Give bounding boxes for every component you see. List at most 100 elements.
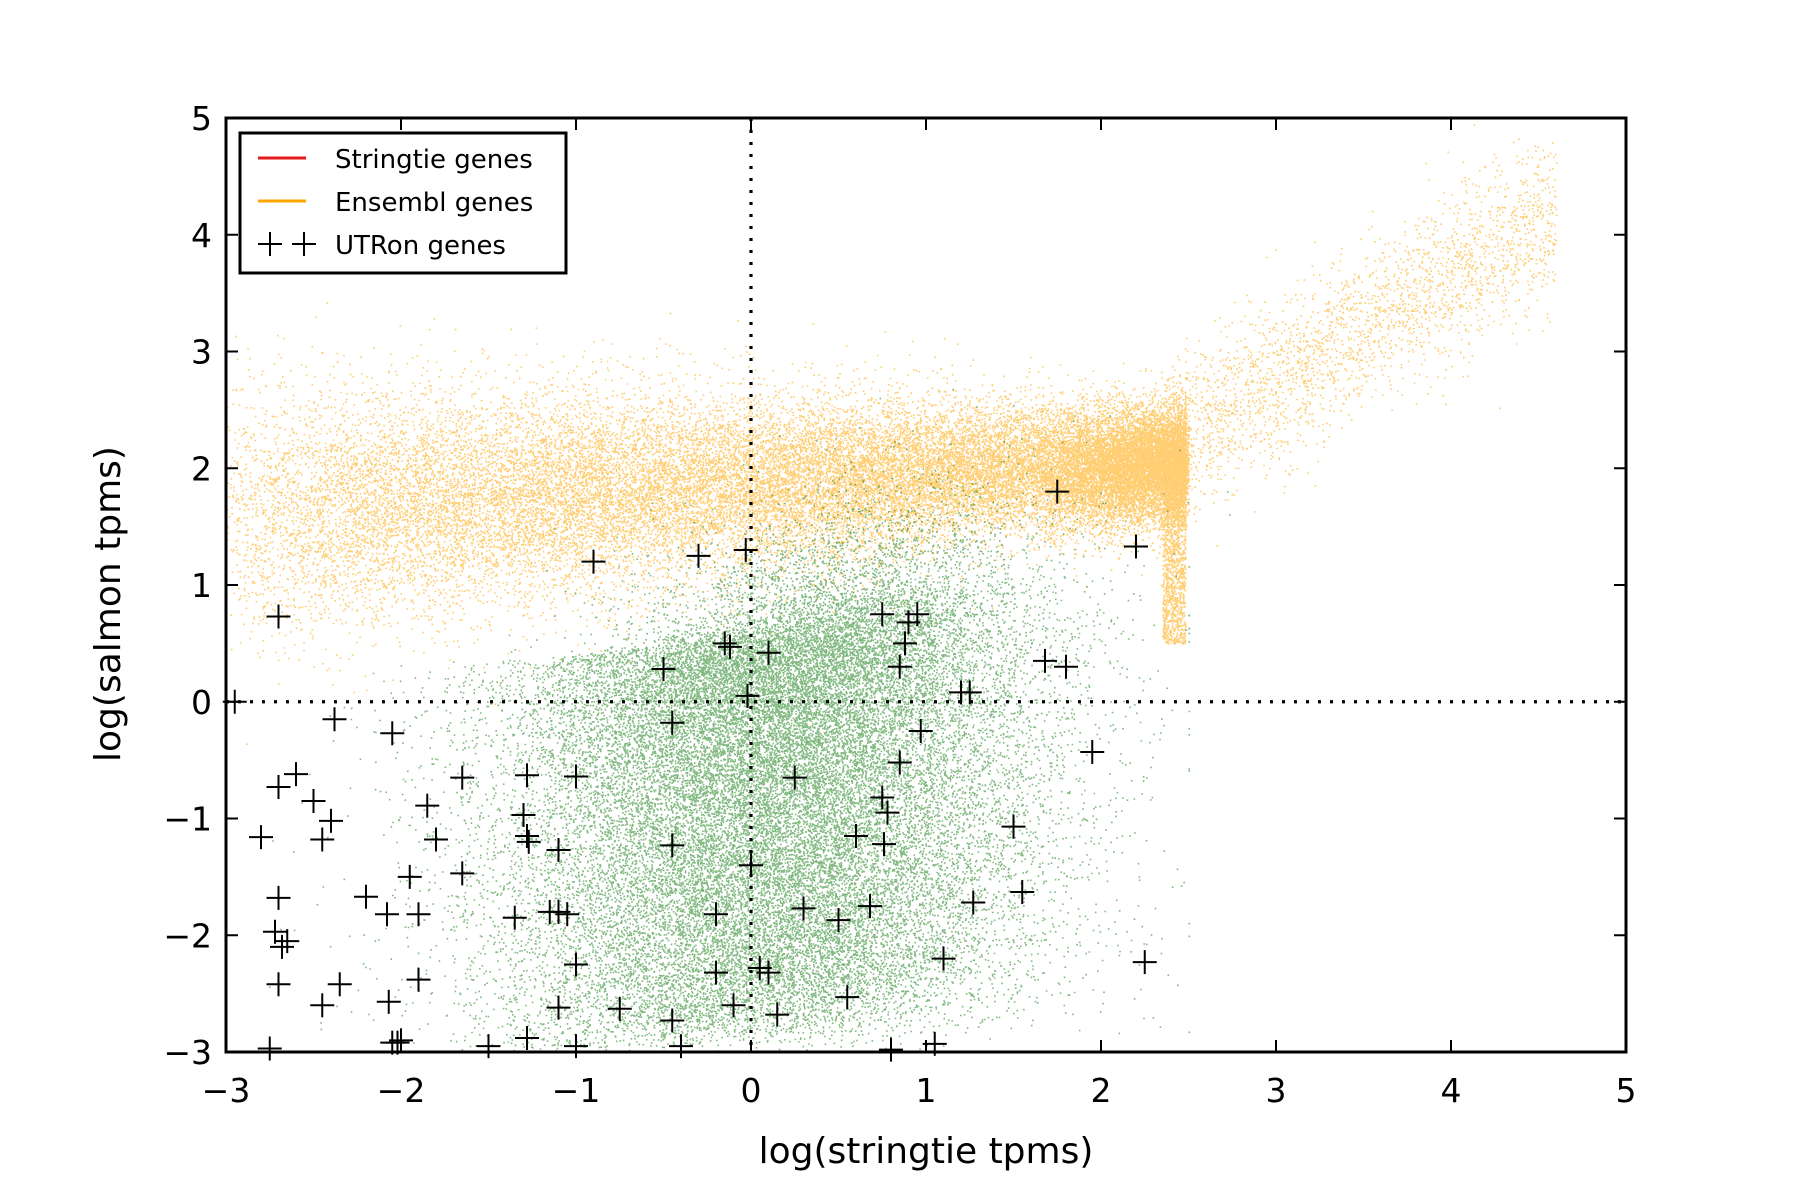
legend-box — [238, 131, 568, 275]
utron-point — [887, 750, 912, 775]
utron-point — [266, 885, 291, 910]
utron-point — [266, 774, 291, 799]
x-axis-label: log(stringtie tpms) — [759, 1131, 1094, 1172]
legend-utron-swatch — [258, 232, 316, 256]
utron-point — [516, 829, 541, 854]
utron-point — [651, 657, 676, 682]
utron-point — [896, 610, 921, 635]
utron-point — [546, 838, 571, 863]
utron-point — [380, 721, 405, 746]
utron-point — [406, 902, 431, 927]
utron-point — [660, 1008, 685, 1033]
utron-point — [310, 827, 335, 852]
utron-point — [1132, 950, 1157, 975]
utron-point — [893, 631, 917, 656]
ensembl-gene-points — [226, 124, 1558, 746]
y-tick-label: 1 — [191, 566, 212, 605]
utron-point — [284, 762, 308, 787]
utron-point — [826, 908, 851, 933]
utron-point — [546, 995, 571, 1020]
utron-point — [875, 800, 900, 825]
utron-point — [844, 824, 868, 849]
utron-point — [263, 919, 287, 944]
utron-point — [275, 929, 300, 954]
x-tick-label: 0 — [741, 1071, 762, 1110]
utron-point — [1080, 739, 1105, 764]
utron-point — [564, 764, 588, 789]
utron-point — [756, 960, 781, 985]
utron-point — [607, 996, 632, 1021]
utron-point — [704, 960, 728, 985]
utron-point — [765, 1002, 790, 1027]
y-tick-label: −2 — [163, 916, 212, 955]
y-tick-label: 2 — [191, 449, 212, 488]
x-tick-label: −2 — [377, 1071, 426, 1110]
utron-point — [555, 902, 580, 927]
legend-utron-label: UTRon genes — [335, 231, 506, 261]
x-tick-label: 4 — [1441, 1071, 1462, 1110]
utron-point — [931, 946, 956, 971]
utron-point — [718, 634, 742, 659]
reference-lines — [226, 118, 1626, 1052]
utron-point — [270, 934, 294, 959]
utron-point — [1010, 880, 1035, 905]
utron-point — [249, 825, 273, 850]
utron-point — [870, 602, 895, 627]
utron-point — [424, 827, 448, 852]
utron-point — [733, 537, 758, 562]
utron-point — [1001, 814, 1026, 839]
utron-point — [376, 989, 401, 1014]
utron-point — [721, 993, 746, 1018]
utron-point — [712, 631, 737, 656]
utron-point — [1033, 648, 1057, 673]
axes — [224, 116, 1628, 1054]
utron-markers — [222, 479, 1157, 1062]
y-tick-label: −1 — [163, 800, 212, 839]
utron-point — [872, 832, 896, 857]
utron-point — [756, 640, 781, 665]
x-tick-label: 3 — [1266, 1071, 1287, 1110]
utron-point — [476, 1034, 501, 1059]
y-tick-label: −3 — [163, 1033, 212, 1072]
utron-point — [870, 785, 895, 810]
utron-point — [704, 902, 728, 927]
x-tick-label: −1 — [552, 1071, 601, 1110]
utron-point — [1124, 534, 1148, 559]
y-axis-label: log(salmon tpms) — [88, 446, 129, 762]
legend-ensembl-label: Ensembl genes — [335, 188, 533, 218]
utron-point — [257, 1036, 282, 1061]
utron-point — [669, 1034, 693, 1059]
utron-point — [739, 853, 763, 878]
utron-point — [581, 549, 606, 574]
utron-point — [322, 707, 347, 732]
utron-point — [310, 993, 335, 1018]
x-tick-label: 5 — [1616, 1071, 1637, 1110]
utron-point — [660, 833, 685, 858]
utron-point — [266, 604, 291, 629]
y-tick-label: 3 — [191, 333, 212, 372]
x-tick-label: 1 — [916, 1071, 937, 1110]
utron-point — [908, 718, 933, 743]
utron-point — [782, 765, 807, 790]
utron-point — [961, 890, 986, 915]
utron-point — [406, 967, 431, 992]
legend: Stringtie genes Ensembl genes UTRon gene… — [238, 131, 568, 275]
utron-point — [502, 905, 527, 930]
utron-point — [879, 1037, 903, 1062]
utron-point — [375, 902, 399, 927]
utron-point — [791, 896, 816, 921]
x-tick-label: 2 — [1091, 1071, 1112, 1110]
y-tick-label: 0 — [191, 683, 212, 722]
utron-point — [957, 680, 982, 705]
legend-stringtie-label: Stringtie genes — [335, 145, 533, 175]
utron-point — [450, 861, 475, 886]
utron-point — [515, 824, 539, 849]
utron-point — [887, 654, 912, 679]
utron-point — [319, 808, 343, 833]
utron-point — [515, 1025, 539, 1050]
x-tick-label: −3 — [202, 1071, 251, 1110]
utron-point — [511, 802, 536, 827]
y-tick-label: 5 — [191, 99, 212, 138]
utron-point — [735, 683, 760, 708]
